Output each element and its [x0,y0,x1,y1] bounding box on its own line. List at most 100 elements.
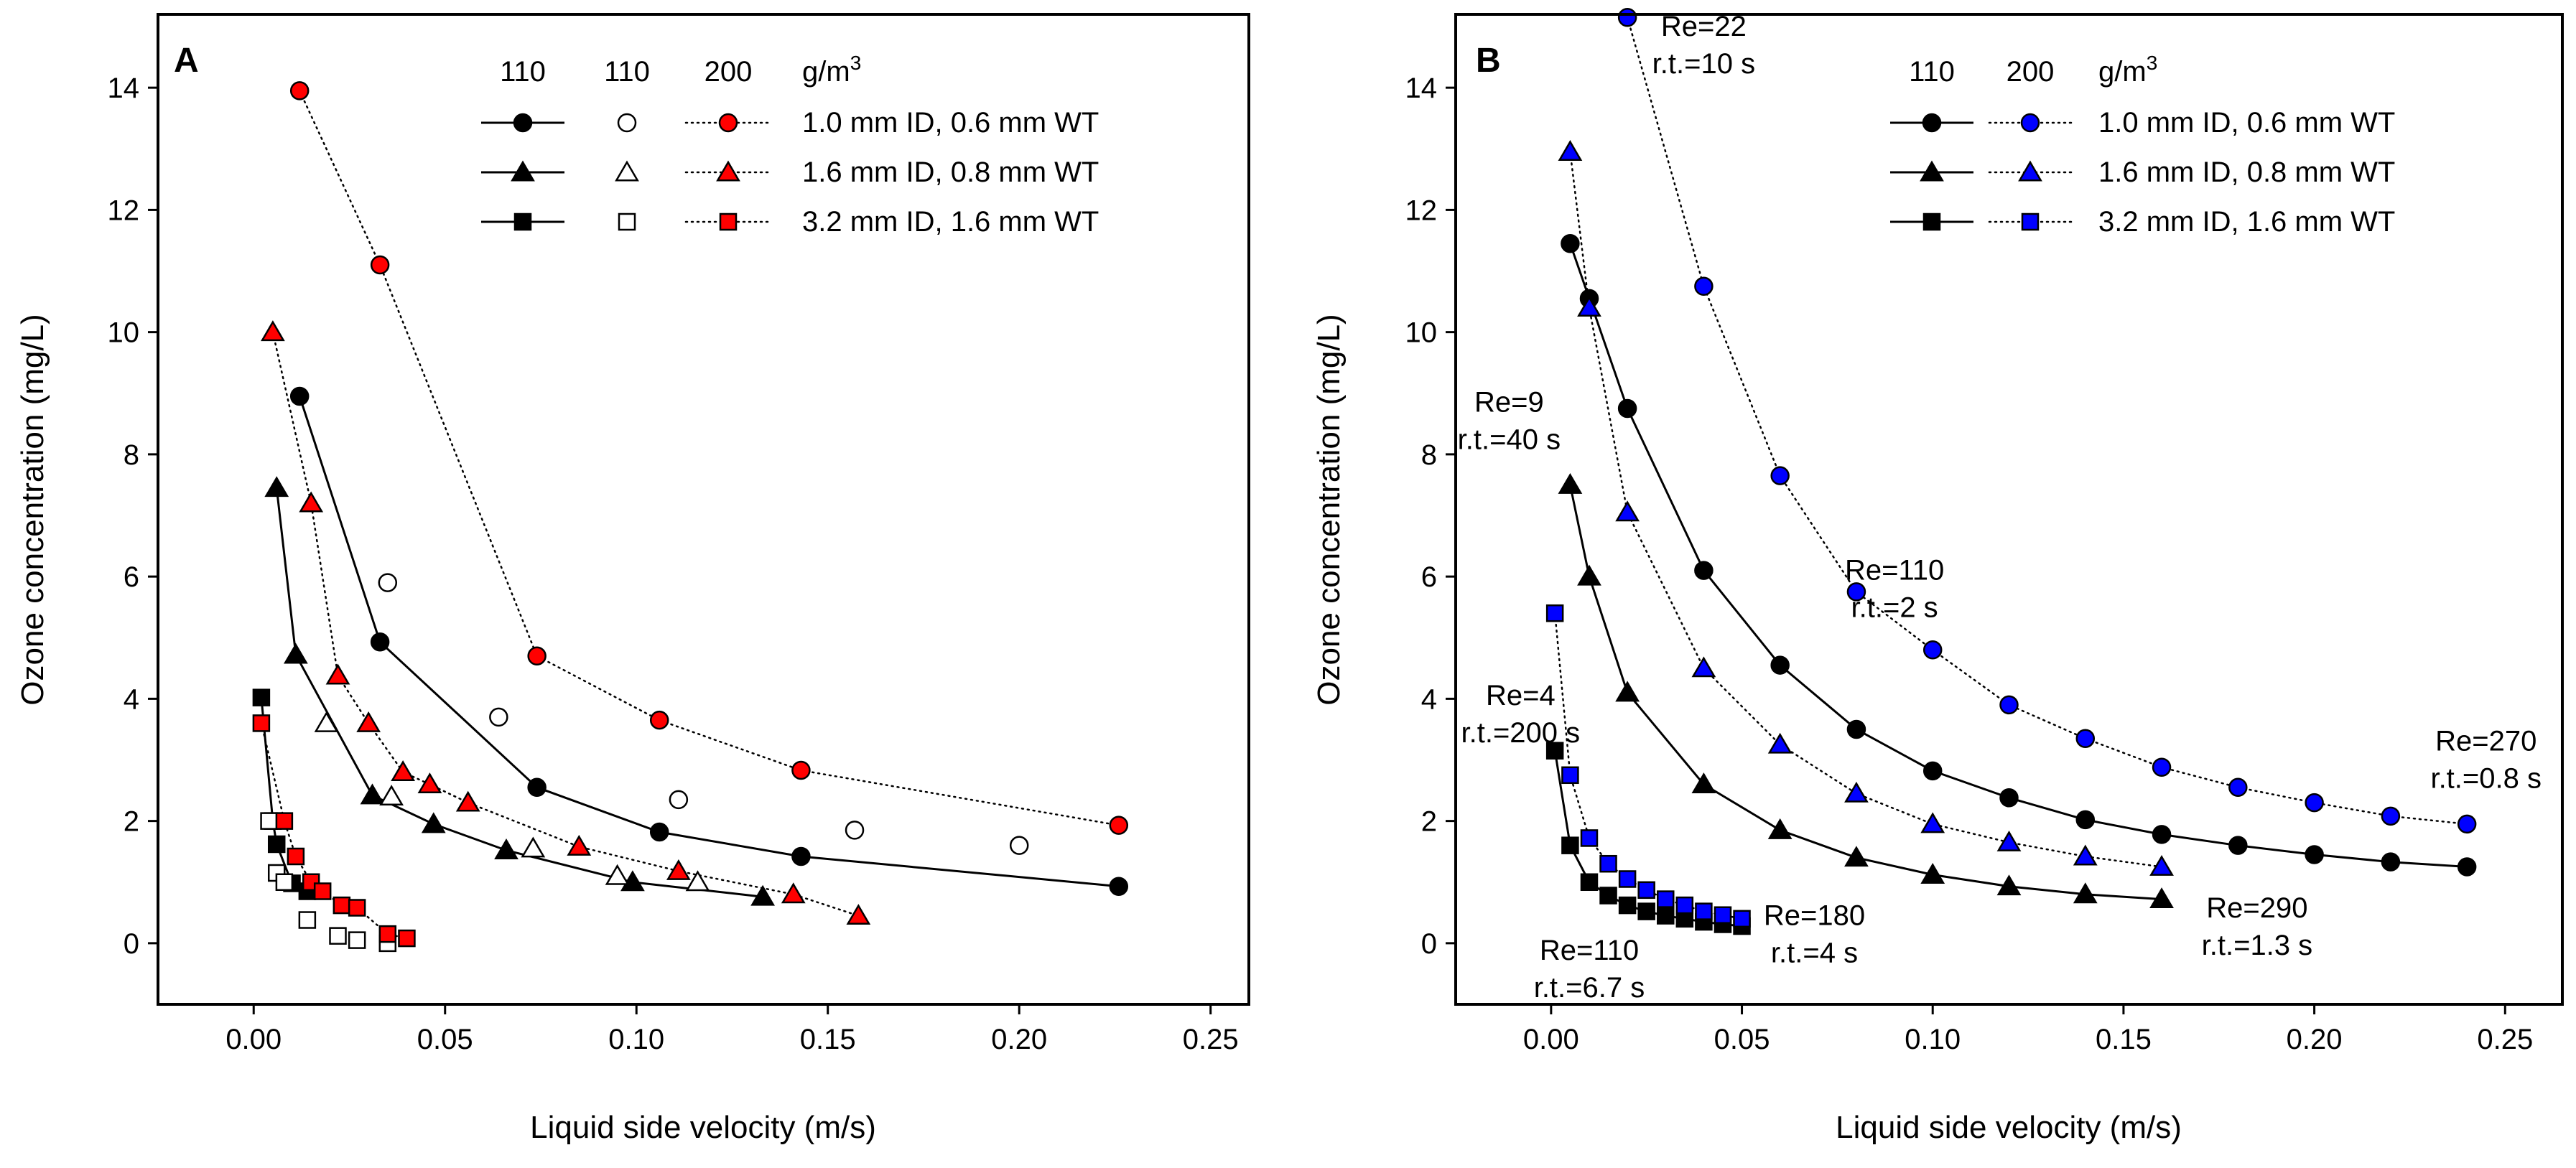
panel-b-series-3-point [1599,887,1617,905]
panel-b-legend-marker [2020,113,2040,133]
panel-b-series-1-point [2305,845,2324,864]
panel-b-series-5-point [1577,296,1601,317]
panel-b-series-2-point [1767,818,1792,839]
panel-b-series-5-point [1558,140,1583,161]
panel-b-legend: 110 200 g/m3 1.0 mm ID, 0.6 mm WT 1.6 mm… [1890,52,2395,238]
panel-a-series-1-point [649,822,669,842]
panel-a-series-9-point [333,896,351,915]
panel-b-legend-header-1: 110 [1909,56,1955,88]
panel-a: 0.00 0.05 0.10 0.15 0.20 0.25 0 2 4 6 8 10 12 14 A L… [15,13,1250,1145]
panel-b-series-1-point [1694,561,1714,580]
panel-a-series-3-point [252,688,271,706]
panel-b-series-1-point [2381,852,2401,872]
panel-b-x-tick-label: 0.10 [1905,1024,1961,1055]
panel-a-series-5-point [314,711,339,732]
panel-a-series-1-point [370,632,390,652]
panel-b-series-6-point [1714,906,1732,924]
panel-a-series-8-point [325,663,350,685]
panel-b-y-tick-label: 12 [1405,195,1438,226]
panel-a-x-tick-label: 0.05 [417,1024,473,1055]
panel-b-series-2-point [1558,472,1583,494]
panel-b-y-tick-label: 14 [1405,73,1438,104]
panel-a-legend-marker [513,113,533,133]
panel-b-series-5-point [2073,844,2098,866]
panel-b-series-3-point [1580,873,1599,892]
panel-b-series-1-point [2075,810,2096,830]
panel-b-annotation-8-line-2: r.t.=6.7 s [1534,972,1645,1004]
panel-b-annotation-7-line-2: r.t.=4 s [1771,937,1858,968]
panel-b-series-markers [1545,8,2477,935]
panel-a-legend-swatches [481,113,772,231]
panel-a-series-6-point [329,927,347,945]
panel-b-y-tick-label: 6 [1421,561,1437,593]
panel-b-x-tick-label: 0.20 [2287,1024,2343,1055]
panel-b-legend-marker [1920,160,1944,182]
panel-b-x-axis-title: Liquid side velocity (m/s) [1836,1110,2182,1145]
panel-b-series-5-point [1615,500,1640,522]
panel-a-frame [157,13,1250,1006]
panel-a-series-6-point [275,873,294,892]
panel-a-series-5-point [605,864,630,885]
panel-a-series-9-point [287,847,305,866]
panel-a-x-ticks: 0.00 0.05 0.10 0.15 0.20 0.25 [225,1004,1239,1055]
panel-b-series-1-line [1568,243,2468,868]
panel-a-series-7-point [370,255,390,275]
panel-b-series-5-point [2149,854,2174,876]
panel-b-series-4-point [1770,466,1790,485]
panel-b-x-tick-label: 0.25 [2477,1024,2533,1055]
panel-a-series-8-point [356,711,381,732]
panel-a-series-8-point [391,760,415,781]
panel-b-series-4-line [1626,17,2468,826]
panel-b-annotation-4-line-1: Re=4 [1486,680,1556,711]
panel-b-series-2-line [1568,485,2162,901]
panel-b-x-tick-label: 0.05 [1714,1024,1770,1055]
panel-a-legend: 110 110 200 g/m3 1.0 mm ID, 0.6 mm WT 1.… [481,52,1099,238]
panel-b-series-1-point [2228,836,2248,855]
panel-b-legend-marker [1922,212,1941,231]
panel-a-legend-header-2: 110 [604,56,650,88]
panel-b-series-5-line [1569,151,2163,868]
panel-a-y-tick-label: 12 [108,195,140,226]
panel-b-legend-row-1: 1.0 mm ID, 0.6 mm WT [2098,107,2395,139]
panel-a-series-6-point [348,931,366,949]
panel-b-annotations: Re=22 r.t.=10 s Re=9 r.t.=40 s Re=110 r.t.=2 … [1458,11,2542,1004]
panel-a-series-7-point [649,710,669,730]
panel-a-series-markers [252,81,1129,953]
panel-a-x-tick-label: 0.15 [800,1024,856,1055]
panel-a-series-5-point [379,785,404,806]
panel-b-series-6-point [1637,881,1655,900]
panel-b-annotation-2-line-2: r.t.=40 s [1458,424,1561,455]
panel-b-y-axis-title: Ozone concentration (mg/L) [1311,314,1347,705]
panel-a-series-4-point [489,707,508,727]
panel-a-x-tick-label: 0.00 [225,1024,282,1055]
panel-a-series-1-point [1109,877,1129,896]
panel-a-series-9-point [378,925,397,943]
panel-a-y-tick-label: 4 [124,683,139,715]
panel-b-series-3-point [1618,896,1637,915]
panel-a-legend-marker [618,212,636,231]
panel-b-x-tick-label: 0.15 [2096,1024,2152,1055]
panel-b-y-ticks: 0 2 4 6 8 10 12 14 [1405,73,1456,960]
panel-b-series-4-point [1617,8,1637,27]
panel-a-legend-marker [617,113,637,133]
panel-b-y-tick-label: 2 [1421,806,1437,838]
panel-a-series-1-line [298,396,1119,888]
panel-b-series-5-point [1767,732,1792,754]
panel-a-series-7-point [791,760,811,780]
panel-a-x-tick-label: 0.25 [1183,1024,1239,1055]
panel-a-legend-row-2: 1.6 mm ID, 0.8 mm WT [802,156,1099,188]
panel-b-annotation-5-line-2: r.t.=0.8 s [2430,763,2542,795]
panel-b-y-tick-label: 4 [1421,683,1437,715]
panel-b-series-4-point [2457,814,2477,834]
panel-a-series-7-point [1109,816,1129,835]
panel-a-legend-marker [719,212,738,231]
panel-b-label: B [1476,42,1501,80]
panel-a-legend-header-3: 200 [705,56,753,88]
panel-a-series-7-point [527,646,547,666]
panel-a-y-tick-label: 10 [108,317,140,349]
panel-b-annotation-1-line-2: r.t.=10 s [1652,48,1755,80]
panel-a-legend-marker [718,113,738,133]
panel-a-series-4-point [378,573,398,592]
panel-b-series-4-point [2075,729,2096,748]
